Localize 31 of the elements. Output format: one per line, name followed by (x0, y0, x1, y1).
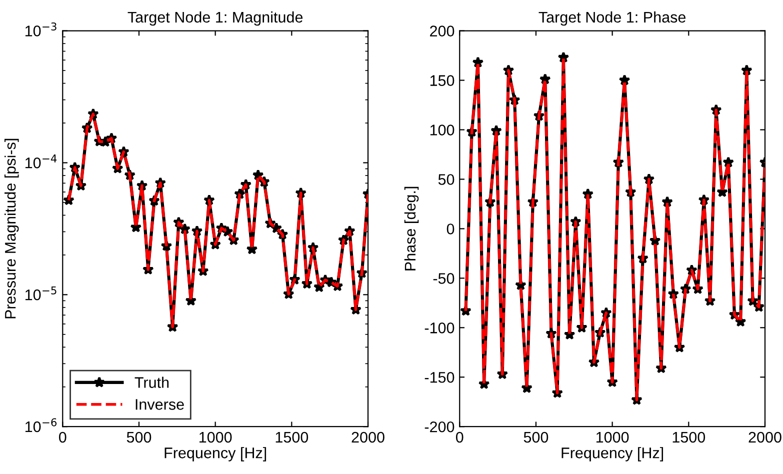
x-tick-label: 2000 (748, 432, 782, 443)
x-tick-label: 1500 (276, 432, 308, 443)
y-tick-label: -150 (424, 372, 454, 383)
y-tick-label: 200 (430, 26, 454, 36)
legend-label: Truth (134, 376, 169, 388)
y-tick-label: 150 (430, 75, 454, 86)
x-tick-label: 2000 (352, 432, 384, 443)
y-tick-label: 10$^{−4}$ (25, 154, 57, 168)
chart-title: Target Node 1: Phase (538, 11, 686, 26)
y-tick-label: -200 (424, 421, 454, 432)
y-tick-label: 10$^{−6}$ (25, 418, 57, 432)
x-tick-label: 500 (126, 432, 152, 443)
x-tick-label: 1000 (596, 432, 629, 443)
x-axis-title: Frequency [Hz] (164, 447, 266, 462)
y-tick-label: 0 (446, 224, 454, 234)
x-axis-title: Frequency [Hz] (562, 447, 664, 462)
y-axis-title: Pressure Magnitude [psi-s] (4, 138, 19, 318)
y-axis-title: Phase [deg.] (404, 186, 419, 270)
x-tick-label: 0 (58, 432, 66, 443)
y-tick-label: 10$^{−5}$ (25, 286, 56, 300)
x-tick-label: 1500 (672, 432, 706, 443)
x-tick-label: 0 (456, 432, 464, 443)
y-tick-label: 50 (438, 174, 454, 185)
y-tick-label: 10$^{−3}$ (25, 22, 56, 36)
y-tick-label: -50 (433, 273, 454, 284)
chart-title: Target Node 1: Magnitude (128, 11, 303, 26)
y-tick-label: 100 (430, 124, 454, 136)
legend-label: Inverse (136, 399, 184, 410)
x-tick-label: 1000 (200, 432, 232, 443)
y-tick-label: -100 (424, 322, 454, 334)
x-tick-label: 500 (524, 432, 548, 443)
